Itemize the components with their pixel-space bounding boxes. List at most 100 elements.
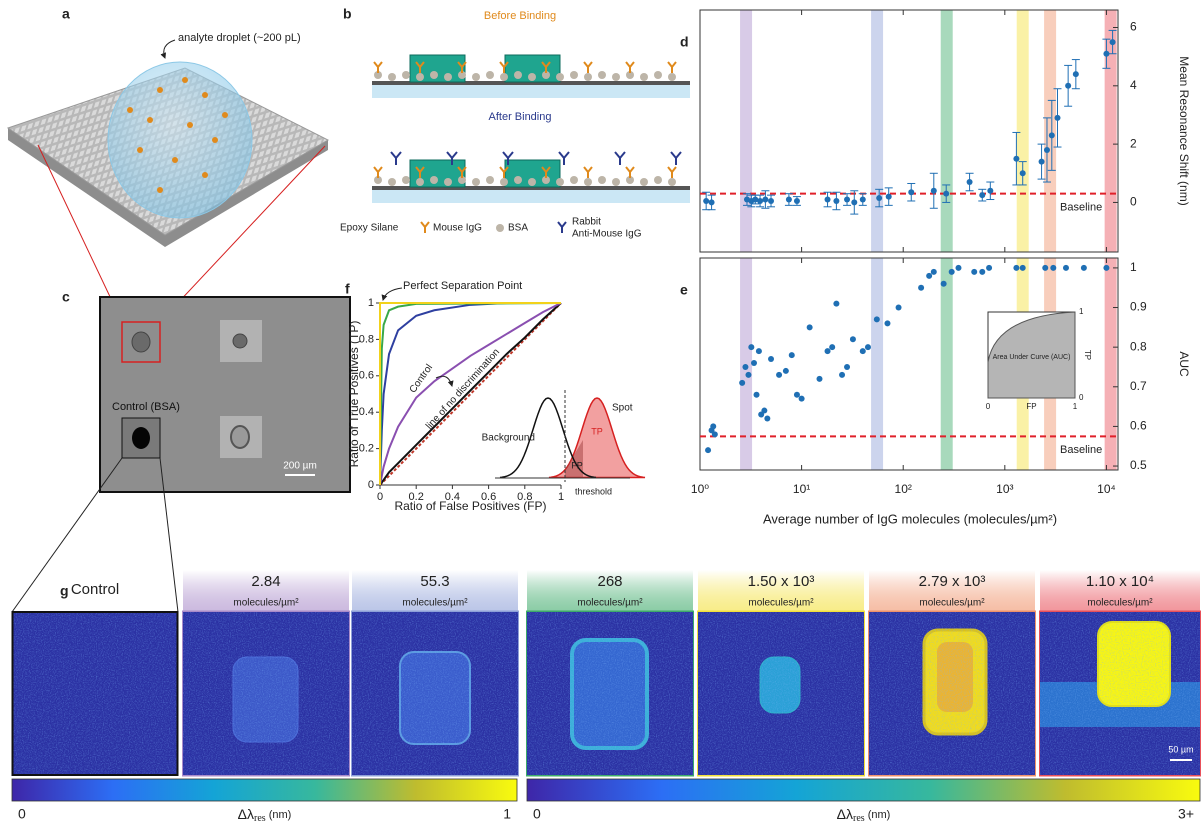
roc-curve: [379, 302, 561, 485]
bsa: [416, 73, 424, 81]
bsa: [626, 176, 634, 184]
data-point: [1080, 264, 1087, 271]
x-tick-label: 10⁰: [691, 482, 709, 496]
heatmap-noise: [352, 612, 518, 775]
concentration-band: [871, 258, 884, 470]
annotation-arrow: [160, 39, 176, 59]
data-point: [1042, 264, 1049, 271]
x-tick-label: 0.4: [445, 491, 460, 503]
concentration-band: [1044, 10, 1057, 252]
concentration-band: [1104, 258, 1117, 470]
panel-title: 55.3: [420, 573, 449, 590]
data-point: [1048, 132, 1055, 139]
scale-label: 200 µm: [283, 461, 317, 472]
background-distribution: [499, 397, 597, 479]
legend-symbol: [557, 221, 567, 233]
panel-header: [869, 570, 1035, 612]
data-point: [751, 360, 758, 367]
colorbar-max: 3+: [1178, 806, 1194, 822]
panel-header: [183, 570, 349, 612]
y-tick-label: 0: [1130, 195, 1137, 209]
mouse-igg: [667, 166, 677, 178]
annotation-arrow: [435, 375, 454, 387]
data-point: [979, 192, 986, 199]
roc-curve: [379, 302, 562, 486]
concentration-band: [940, 10, 953, 252]
roc-curve: [379, 302, 561, 486]
bsa: [626, 71, 634, 79]
data-point: [1019, 264, 1026, 271]
data-point: [844, 196, 851, 203]
data-point: [1019, 170, 1026, 177]
data-point: [1103, 50, 1110, 57]
zoom-line: [37, 144, 123, 323]
data-point: [1013, 264, 1020, 271]
data-point: [926, 272, 933, 279]
bsa: [556, 73, 564, 81]
control-well: [121, 417, 161, 459]
colorbar-min: 0: [533, 806, 541, 822]
scale-label: 50 µm: [1168, 744, 1193, 754]
inset-x-tick-label: 1: [1073, 402, 1078, 411]
y-tick-label: 1: [368, 297, 374, 309]
zoom-line: [11, 457, 123, 613]
data-point: [971, 268, 978, 275]
panel-unit: molecules/µm²: [748, 598, 814, 609]
annotation: Perfect Separation Point: [403, 280, 522, 292]
label-unit: (nm): [868, 809, 891, 821]
panel-title: 2.84: [251, 573, 280, 590]
bsa: [612, 73, 620, 81]
panel-label: a: [62, 6, 70, 22]
control-label: Control (BSA): [112, 401, 180, 413]
panel-label: e: [680, 282, 688, 298]
data-point: [776, 371, 783, 378]
colorbar-label: Δλres (nm): [837, 806, 891, 825]
data-point: [986, 264, 993, 271]
data-point: [755, 348, 762, 355]
data-point: [793, 391, 800, 398]
x-tick-label: 1: [558, 491, 564, 503]
data-point: [739, 379, 746, 386]
inset-y-tick-label: 0: [1079, 393, 1084, 402]
bsa: [514, 176, 522, 184]
panel-title: 1.10 x 10⁴: [1086, 573, 1154, 590]
panel-label: d: [680, 34, 689, 50]
anti-igg: [614, 151, 626, 165]
data-point: [752, 196, 759, 203]
data-point: [798, 395, 805, 402]
data-point: [1050, 264, 1057, 271]
panel-a: a analyte droplet (~200 pL): [6, 6, 330, 323]
slab-side: [8, 128, 328, 247]
bsa: [430, 71, 438, 79]
mouse-igg: [499, 166, 509, 178]
heatmap-noise: [869, 612, 1035, 775]
data-point: [1109, 39, 1116, 46]
label-unit: (nm): [269, 809, 292, 821]
bsa: [444, 178, 452, 186]
y-axis-label: AUC: [1177, 351, 1191, 377]
concentration-band: [740, 258, 753, 470]
data-point: [1065, 82, 1072, 89]
data-point: [764, 415, 771, 422]
baseline-label: Baseline: [1060, 202, 1102, 214]
panel-border: [11, 611, 179, 776]
concentration-band: [871, 10, 884, 252]
data-point: [839, 371, 846, 378]
bsa: [388, 178, 396, 186]
bsa: [388, 73, 396, 81]
bsa: [500, 178, 508, 186]
data-point: [955, 264, 962, 271]
bsa: [668, 178, 676, 186]
y-tick-label: 0.9: [1130, 300, 1147, 314]
bsa: [640, 73, 648, 81]
label-subscript: res: [853, 813, 865, 824]
substrate: [372, 85, 690, 98]
panel-header: [1040, 570, 1200, 612]
zoom-box: [121, 321, 161, 363]
y-tick-label: 6: [1130, 20, 1137, 34]
panel-b: b Before Binding After Binding Epoxy Sil…: [340, 6, 690, 240]
y-tick-label: 2: [1130, 136, 1137, 150]
x-tick-label: 0: [377, 491, 383, 503]
bsa: [612, 178, 620, 186]
panel-header: [352, 570, 518, 612]
